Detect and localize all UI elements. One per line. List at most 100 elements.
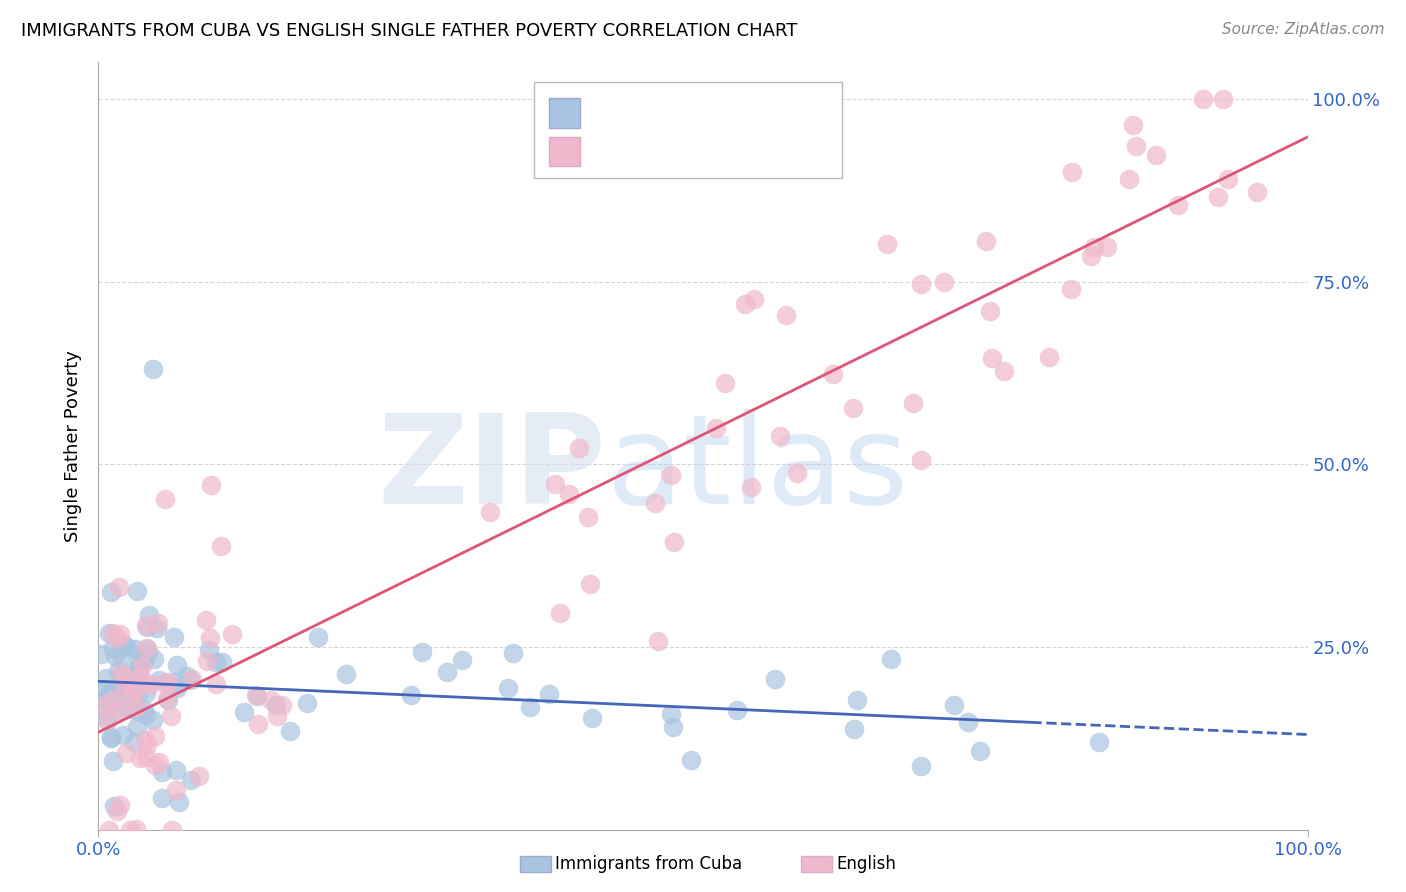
Point bbox=[725, 703, 748, 717]
Point bbox=[411, 645, 433, 659]
Point bbox=[1192, 92, 1215, 106]
Point bbox=[127, 680, 149, 694]
Point bbox=[129, 750, 152, 764]
Point bbox=[125, 822, 148, 836]
Point bbox=[679, 753, 702, 767]
Point bbox=[198, 642, 221, 657]
Point bbox=[786, 467, 808, 481]
Point bbox=[127, 661, 149, 675]
Point bbox=[97, 822, 120, 837]
Point bbox=[128, 664, 150, 678]
Point bbox=[266, 709, 288, 723]
Point bbox=[134, 650, 156, 665]
Point bbox=[125, 700, 148, 714]
Point bbox=[121, 678, 143, 692]
Point bbox=[901, 395, 924, 409]
Point bbox=[548, 606, 571, 620]
Point bbox=[163, 674, 186, 689]
Point bbox=[167, 795, 190, 809]
Point bbox=[661, 707, 683, 722]
Point bbox=[821, 367, 844, 381]
Point bbox=[115, 698, 138, 713]
Point bbox=[478, 505, 501, 519]
Point bbox=[1062, 165, 1084, 179]
Point bbox=[297, 696, 319, 710]
Point bbox=[108, 797, 131, 812]
Point bbox=[1218, 172, 1240, 186]
Point bbox=[165, 764, 187, 778]
Point bbox=[195, 613, 218, 627]
Point bbox=[160, 822, 183, 837]
Point bbox=[221, 627, 243, 641]
Point bbox=[260, 693, 283, 707]
Point bbox=[179, 673, 201, 687]
Point bbox=[135, 686, 157, 700]
Point bbox=[111, 728, 134, 742]
Point bbox=[280, 724, 302, 739]
Point bbox=[134, 732, 156, 747]
Point bbox=[91, 682, 114, 697]
Point bbox=[204, 655, 226, 669]
Point bbox=[100, 730, 122, 744]
Point bbox=[135, 708, 157, 723]
Point bbox=[138, 607, 160, 622]
Point bbox=[111, 668, 134, 682]
Point bbox=[150, 791, 173, 805]
Point bbox=[538, 688, 561, 702]
Point bbox=[740, 481, 762, 495]
Point bbox=[103, 754, 125, 768]
Point bbox=[876, 236, 898, 251]
Point bbox=[142, 714, 165, 728]
Point bbox=[200, 478, 222, 492]
Point bbox=[558, 487, 581, 501]
Point bbox=[910, 277, 932, 292]
Point bbox=[148, 615, 170, 630]
Point bbox=[127, 705, 149, 719]
Point bbox=[108, 627, 131, 641]
Point bbox=[1122, 118, 1144, 132]
Point bbox=[1080, 249, 1102, 263]
Point bbox=[104, 649, 127, 664]
Point bbox=[122, 735, 145, 749]
Point bbox=[132, 653, 155, 667]
Point bbox=[100, 685, 122, 699]
Point bbox=[120, 701, 142, 715]
Point bbox=[1212, 92, 1234, 106]
Point bbox=[156, 674, 179, 689]
Point bbox=[105, 631, 128, 645]
Point bbox=[103, 626, 125, 640]
Point bbox=[118, 822, 141, 837]
Point bbox=[335, 666, 357, 681]
Point bbox=[148, 755, 170, 769]
Point bbox=[979, 304, 1001, 318]
Point bbox=[180, 772, 202, 787]
Point bbox=[662, 720, 685, 734]
Point bbox=[107, 703, 129, 717]
Point bbox=[974, 234, 997, 248]
Point bbox=[211, 655, 233, 669]
Point bbox=[1144, 148, 1167, 162]
Point bbox=[568, 441, 591, 455]
Point bbox=[93, 706, 115, 721]
Point bbox=[910, 759, 932, 773]
Point bbox=[122, 676, 145, 690]
Point bbox=[166, 657, 188, 672]
Bar bbox=[550, 136, 579, 166]
Point bbox=[969, 744, 991, 758]
Point bbox=[117, 640, 139, 654]
Point bbox=[181, 672, 204, 686]
Point bbox=[142, 362, 165, 376]
Point bbox=[135, 738, 157, 752]
Point bbox=[108, 702, 131, 716]
Point bbox=[1246, 186, 1268, 200]
Point bbox=[100, 731, 122, 745]
Point bbox=[135, 749, 157, 764]
Point bbox=[128, 651, 150, 665]
Point bbox=[519, 699, 541, 714]
Point bbox=[187, 769, 209, 783]
Point bbox=[90, 647, 112, 661]
Point bbox=[115, 672, 138, 686]
Point bbox=[195, 654, 218, 668]
Point bbox=[664, 535, 686, 549]
Point bbox=[163, 630, 186, 644]
